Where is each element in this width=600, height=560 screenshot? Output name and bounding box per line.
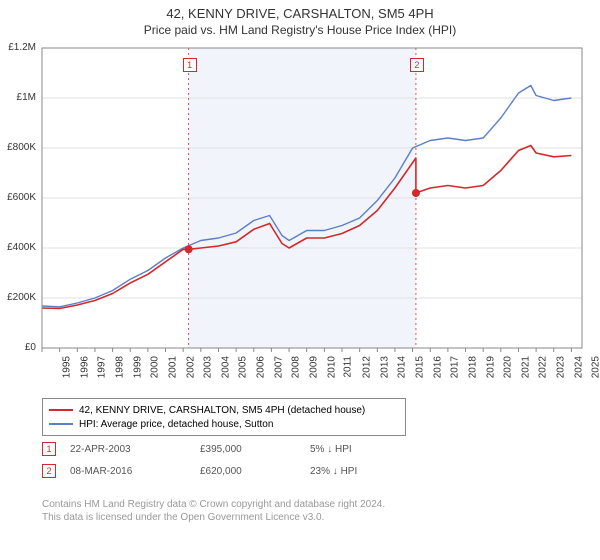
- x-axis-label: 2021: [520, 356, 531, 378]
- x-axis-label: 1997: [97, 356, 108, 378]
- legend: 42, KENNY DRIVE, CARSHALTON, SM5 4PH (de…: [42, 398, 406, 436]
- sale-row-marker: 2: [42, 464, 56, 478]
- sale-date: 22-APR-2003: [70, 444, 200, 455]
- x-axis-label: 2012: [361, 356, 372, 378]
- x-axis-label: 2003: [202, 356, 213, 378]
- x-axis-label: 2007: [273, 356, 284, 378]
- legend-swatch: [49, 409, 73, 411]
- x-axis-label: 2016: [432, 356, 443, 378]
- x-axis-label: 2009: [308, 356, 319, 378]
- x-axis-label: 2000: [149, 356, 160, 378]
- x-axis-label: 1999: [132, 356, 143, 378]
- y-axis-label: £1M: [2, 92, 36, 103]
- sale-hpi-delta: 23% ↓ HPI: [310, 466, 420, 477]
- x-axis-label: 2001: [167, 356, 178, 378]
- y-axis-label: £600K: [2, 192, 36, 203]
- x-axis-label: 2015: [414, 356, 425, 378]
- x-axis-label: 2025: [591, 356, 600, 378]
- sale-row-2: 2 08-MAR-2016£620,00023% ↓ HPI: [42, 464, 420, 478]
- x-axis-label: 2011: [343, 356, 354, 378]
- x-axis-label: 2018: [467, 356, 478, 378]
- x-axis-label: 2020: [502, 356, 513, 378]
- x-axis-label: 1998: [114, 356, 125, 378]
- x-axis-label: 1995: [61, 356, 72, 378]
- price-chart: [0, 0, 594, 354]
- legend-row: 42, KENNY DRIVE, CARSHALTON, SM5 4PH (de…: [49, 403, 399, 417]
- x-axis-label: 2010: [326, 356, 337, 378]
- sale-row-1: 1 22-APR-2003£395,0005% ↓ HPI: [42, 442, 420, 456]
- attribution: Contains HM Land Registry data © Crown c…: [42, 498, 385, 524]
- y-axis-label: £200K: [2, 292, 36, 303]
- legend-swatch: [49, 423, 73, 425]
- x-axis-label: 2013: [379, 356, 390, 378]
- x-axis-label: 2023: [555, 356, 566, 378]
- attribution-line1: Contains HM Land Registry data © Crown c…: [42, 498, 385, 511]
- x-axis-label: 2008: [291, 356, 302, 378]
- x-axis-label: 2022: [538, 356, 549, 378]
- x-axis-label: 2019: [485, 356, 496, 378]
- y-axis-label: £400K: [2, 242, 36, 253]
- y-axis-label: £800K: [2, 142, 36, 153]
- x-axis-label: 2024: [573, 356, 584, 378]
- sale-hpi-delta: 5% ↓ HPI: [310, 444, 420, 455]
- sale-row-marker: 1: [42, 442, 56, 456]
- legend-row: HPI: Average price, detached house, Sutt…: [49, 417, 399, 431]
- x-axis-label: 2005: [238, 356, 249, 378]
- x-axis-label: 2002: [185, 356, 196, 378]
- x-axis-label: 2004: [220, 356, 231, 378]
- sale-marker-2: 2: [410, 58, 424, 72]
- x-axis-label: 2017: [449, 356, 460, 378]
- x-axis-label: 2014: [397, 356, 408, 378]
- sale-date: 08-MAR-2016: [70, 466, 200, 477]
- y-axis-label: £0: [2, 342, 36, 353]
- legend-label: HPI: Average price, detached house, Sutt…: [79, 419, 273, 430]
- sale-price: £395,000: [200, 444, 310, 455]
- x-axis-label: 2006: [255, 356, 266, 378]
- attribution-line2: This data is licensed under the Open Gov…: [42, 511, 385, 524]
- x-axis-label: 1996: [79, 356, 90, 378]
- sale-price: £620,000: [200, 466, 310, 477]
- sale-marker-1: 1: [183, 58, 197, 72]
- y-axis-label: £1.2M: [2, 42, 36, 53]
- legend-label: 42, KENNY DRIVE, CARSHALTON, SM5 4PH (de…: [79, 405, 365, 416]
